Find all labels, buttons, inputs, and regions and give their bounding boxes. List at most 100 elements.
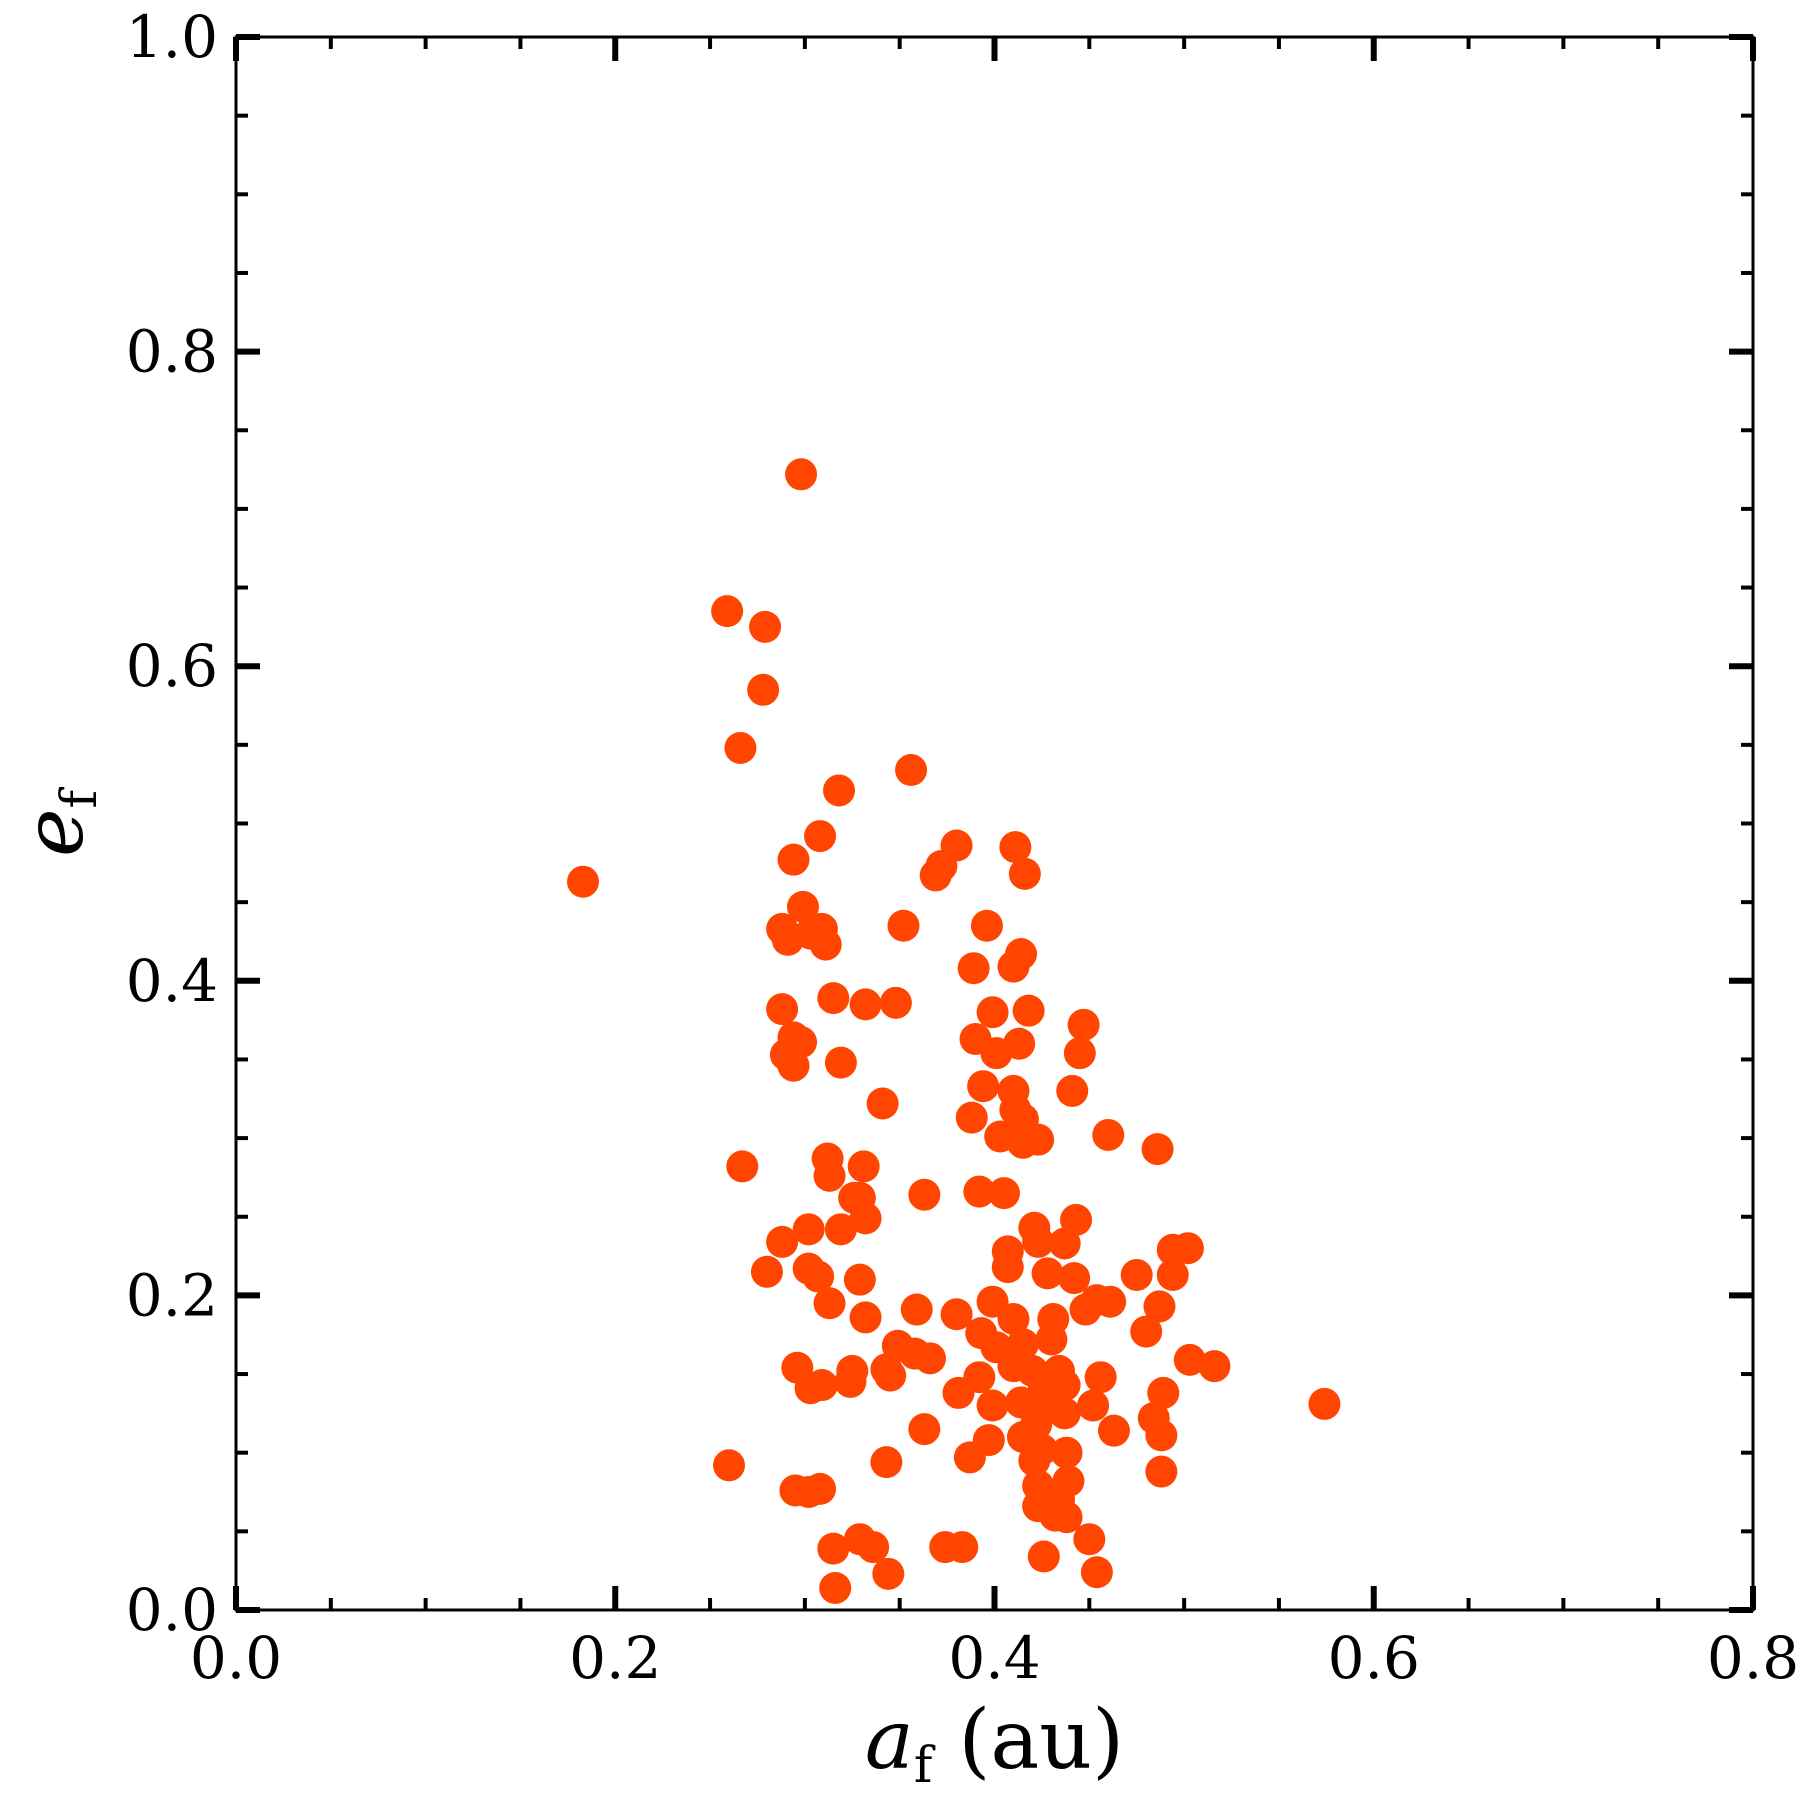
y-tick-labels: 0.0 0.2 0.4 0.6 0.8 1.0 xyxy=(126,3,218,1644)
data-point xyxy=(988,1177,1020,1209)
y-tick-label: 0.4 xyxy=(126,947,218,1015)
data-point xyxy=(772,924,804,956)
y-tick-label: 0.0 xyxy=(126,1576,218,1644)
data-point xyxy=(850,1301,882,1333)
y-tick-label: 0.8 xyxy=(126,318,218,386)
data-point xyxy=(867,1087,899,1119)
x-tick-label: 0.4 xyxy=(948,1624,1040,1692)
data-point xyxy=(766,993,798,1025)
data-point xyxy=(942,1377,974,1409)
data-point xyxy=(880,987,912,1019)
data-point xyxy=(1068,1009,1100,1041)
y-tick-label: 0.2 xyxy=(126,1261,218,1329)
data-point xyxy=(777,1050,809,1082)
data-point xyxy=(1130,1316,1162,1348)
data-point xyxy=(1056,1075,1088,1107)
data-point xyxy=(814,1287,846,1319)
data-point xyxy=(1092,1119,1124,1151)
data-point xyxy=(850,988,882,1020)
data-point xyxy=(977,1390,1009,1422)
data-point xyxy=(895,754,927,786)
data-point xyxy=(751,1256,783,1288)
data-point xyxy=(908,1179,940,1211)
data-point xyxy=(1013,995,1045,1027)
data-point xyxy=(726,1150,758,1182)
data-point xyxy=(1085,1361,1117,1393)
data-point xyxy=(749,611,781,643)
data-point xyxy=(1094,1286,1126,1318)
data-point xyxy=(819,1572,851,1604)
data-point xyxy=(870,1446,902,1478)
data-point xyxy=(834,1366,866,1398)
x-axis-label-unit: (au) xyxy=(932,1693,1124,1788)
x-tick-label: 0.2 xyxy=(569,1624,661,1692)
data-point xyxy=(1308,1388,1340,1420)
y-axis-label-symbol: e xyxy=(7,808,102,857)
x-tick-label: 0.6 xyxy=(1328,1624,1420,1692)
data-point xyxy=(1022,1124,1054,1156)
data-point xyxy=(804,820,836,852)
data-point xyxy=(914,1342,946,1374)
data-point xyxy=(814,1160,846,1192)
data-point xyxy=(844,1264,876,1296)
data-point xyxy=(1009,858,1041,890)
data-point xyxy=(872,1558,904,1590)
data-point xyxy=(887,910,919,942)
data-point xyxy=(793,1213,825,1245)
data-point xyxy=(1077,1390,1109,1422)
data-point xyxy=(1098,1415,1130,1447)
y-tick-label: 1.0 xyxy=(126,3,218,71)
data-point xyxy=(1032,1257,1064,1289)
data-point xyxy=(901,1294,933,1326)
data-point xyxy=(1051,1437,1083,1469)
data-point xyxy=(1049,1227,1081,1259)
y-axis-label-group: ef xyxy=(7,786,108,857)
data-point xyxy=(713,1449,745,1481)
data-point xyxy=(823,774,855,806)
data-point xyxy=(1049,1397,1081,1429)
data-point xyxy=(874,1360,906,1392)
data-point xyxy=(1081,1556,1113,1588)
data-point xyxy=(817,1533,849,1565)
data-point xyxy=(804,1473,836,1505)
data-point xyxy=(825,1047,857,1079)
data-point xyxy=(1073,1523,1105,1555)
data-point xyxy=(908,1413,940,1445)
data-point xyxy=(946,1531,978,1563)
data-point xyxy=(747,674,779,706)
data-point xyxy=(1028,1541,1060,1573)
x-axis-label-symbol: a xyxy=(865,1693,914,1788)
data-point xyxy=(1035,1323,1067,1355)
data-point xyxy=(1142,1133,1174,1165)
y-axis-label-subscript: f xyxy=(50,786,108,808)
data-point xyxy=(1198,1350,1230,1382)
data-point xyxy=(817,982,849,1014)
data-point xyxy=(567,866,599,898)
data-point xyxy=(848,1150,880,1182)
data-point xyxy=(977,996,1009,1028)
data-point xyxy=(810,929,842,961)
data-point xyxy=(1121,1259,1153,1291)
data-point xyxy=(1003,1028,1035,1060)
data-points xyxy=(567,458,1340,1604)
data-point xyxy=(1145,1419,1177,1451)
data-point xyxy=(1064,1037,1096,1069)
x-tick-labels: 0.0 0.2 0.4 0.6 0.8 xyxy=(190,1624,1799,1692)
x-axis-label: af (au) xyxy=(865,1693,1124,1794)
data-point xyxy=(941,830,973,862)
data-point xyxy=(1145,1456,1177,1488)
data-point xyxy=(857,1531,889,1563)
data-point xyxy=(825,1213,857,1245)
data-point xyxy=(806,1369,838,1401)
data-point xyxy=(785,458,817,490)
data-point xyxy=(958,952,990,984)
data-point xyxy=(711,595,743,627)
data-point xyxy=(777,844,809,876)
x-tick-label: 0.8 xyxy=(1707,1624,1799,1692)
y-axis-label: ef xyxy=(7,786,108,857)
y-tick-label: 0.6 xyxy=(126,632,218,700)
data-point xyxy=(971,910,1003,942)
data-point xyxy=(954,1441,986,1473)
